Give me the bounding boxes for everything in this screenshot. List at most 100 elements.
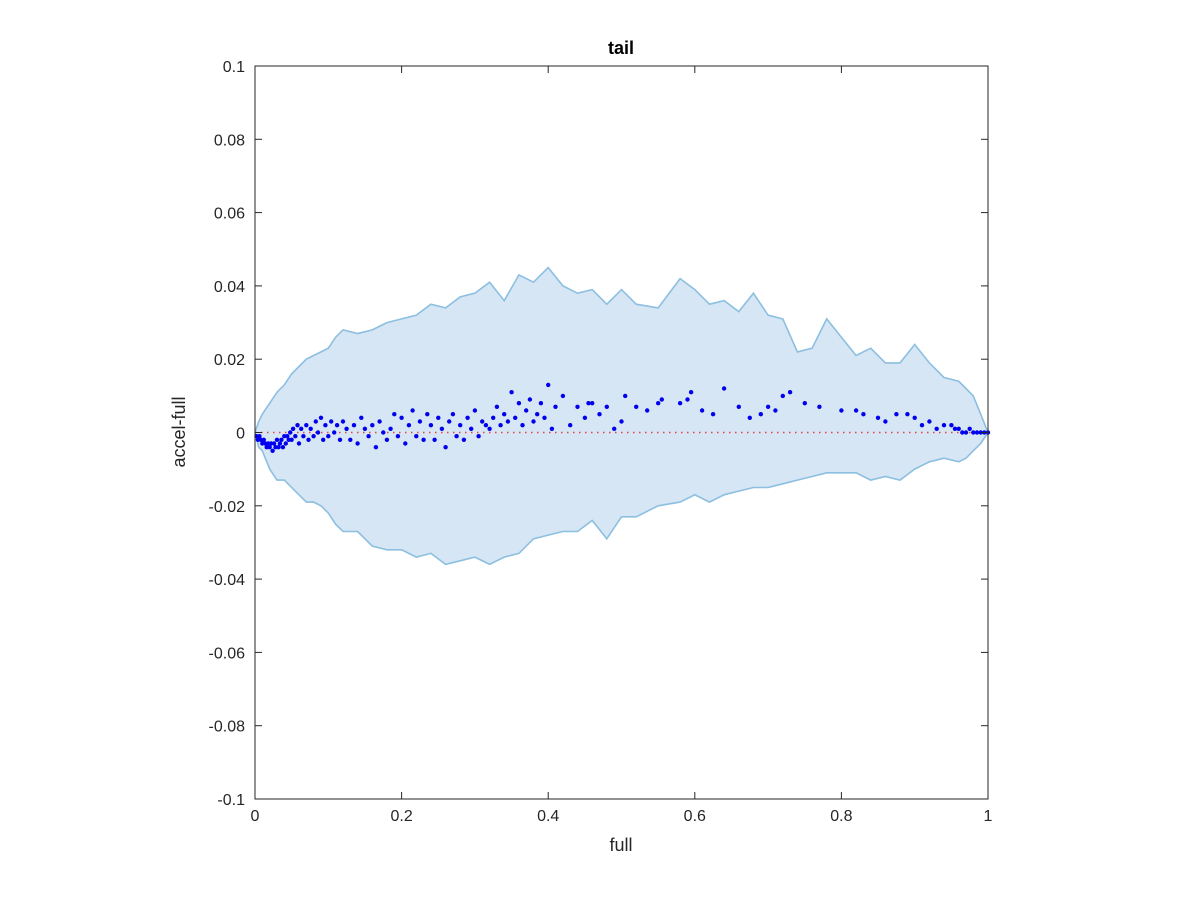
data-point xyxy=(290,426,296,431)
y-tick-label: 0.1 xyxy=(223,59,245,76)
data-point xyxy=(527,397,533,402)
data-point xyxy=(487,426,492,431)
data-point xyxy=(403,441,408,446)
data-point xyxy=(941,423,947,428)
data-point xyxy=(301,434,306,439)
data-point xyxy=(531,419,536,424)
data-point xyxy=(299,426,304,431)
data-point xyxy=(721,386,727,391)
data-point xyxy=(604,404,609,409)
data-point xyxy=(392,412,397,417)
band-fill xyxy=(255,267,988,565)
data-point xyxy=(656,401,661,406)
data-point xyxy=(538,401,544,406)
data-point xyxy=(817,404,822,409)
data-point xyxy=(399,415,404,420)
y-tick-label: 0.06 xyxy=(214,206,245,223)
data-point xyxy=(306,437,311,442)
y-tick-label: -0.06 xyxy=(209,645,246,662)
data-point xyxy=(421,437,426,442)
data-point xyxy=(927,419,932,424)
data-point xyxy=(960,430,965,435)
data-point xyxy=(787,390,793,395)
x-tick-label: 0.4 xyxy=(537,808,559,825)
data-point xyxy=(388,426,393,431)
data-point xyxy=(542,415,547,420)
x-tick-label: 0.6 xyxy=(684,808,706,825)
data-point xyxy=(568,423,573,428)
band-upper-line xyxy=(254,266,989,433)
data-point xyxy=(366,434,371,439)
y-tick-label: 0.08 xyxy=(214,132,245,149)
data-point xyxy=(321,437,326,442)
data-point xyxy=(417,419,423,424)
data-point xyxy=(659,397,664,402)
data-point xyxy=(498,423,503,428)
y-tick-label: -0.02 xyxy=(209,499,246,516)
data-point xyxy=(274,437,280,442)
data-point xyxy=(283,441,288,446)
data-point xyxy=(949,423,954,428)
data-point xyxy=(271,441,277,446)
data-point xyxy=(315,430,321,435)
band-layer xyxy=(254,266,989,566)
data-point xyxy=(586,401,591,406)
data-point xyxy=(326,434,331,439)
data-point xyxy=(956,426,961,431)
data-point xyxy=(516,401,522,406)
ticks-layer: 0 0.2 0.4 0.6 0.8 1 0.1 0.08 0.06 0.04 0.02 0 -0.02 -… xyxy=(209,59,993,825)
data-point xyxy=(710,412,716,417)
x-tick-label: 0 xyxy=(251,808,260,825)
data-point xyxy=(894,412,899,417)
data-point xyxy=(967,426,972,431)
data-point xyxy=(308,426,313,431)
data-point xyxy=(323,423,328,428)
y-tick-label: -0.1 xyxy=(217,792,245,809)
data-point xyxy=(280,445,286,450)
data-point xyxy=(546,382,551,388)
data-point xyxy=(802,401,807,406)
data-point xyxy=(443,445,448,450)
data-point xyxy=(289,437,294,442)
data-point xyxy=(458,423,463,428)
data-point xyxy=(270,448,275,453)
data-point xyxy=(560,393,566,399)
data-point xyxy=(524,408,529,413)
data-point xyxy=(590,401,595,406)
data-point xyxy=(469,426,474,431)
data-point xyxy=(619,419,624,424)
data-point xyxy=(295,423,300,428)
data-point xyxy=(883,419,888,424)
data-point xyxy=(747,415,752,420)
data-point xyxy=(332,430,337,435)
data-point xyxy=(454,434,459,439)
data-point xyxy=(582,415,588,420)
data-point xyxy=(373,445,379,450)
data-point xyxy=(293,434,298,439)
data-point xyxy=(765,404,771,409)
data-point xyxy=(362,426,368,431)
data-point xyxy=(912,415,917,420)
data-point xyxy=(340,419,346,424)
data-point xyxy=(318,415,324,420)
data-point xyxy=(839,408,844,413)
data-point xyxy=(758,412,763,417)
data-point xyxy=(483,423,489,428)
data-point xyxy=(952,426,958,431)
data-point xyxy=(963,430,969,435)
data-point xyxy=(971,430,976,435)
data-point xyxy=(304,423,309,428)
data-point xyxy=(381,430,386,435)
data-point xyxy=(395,434,401,439)
data-point xyxy=(414,434,419,439)
data-point xyxy=(535,412,540,417)
data-point xyxy=(384,437,390,442)
data-point xyxy=(311,434,316,439)
y-tick-label: 0.02 xyxy=(214,352,245,369)
data-point xyxy=(410,408,415,413)
data-point xyxy=(575,404,580,409)
data-point xyxy=(279,437,284,442)
data-point xyxy=(425,412,430,417)
data-point xyxy=(736,404,741,409)
